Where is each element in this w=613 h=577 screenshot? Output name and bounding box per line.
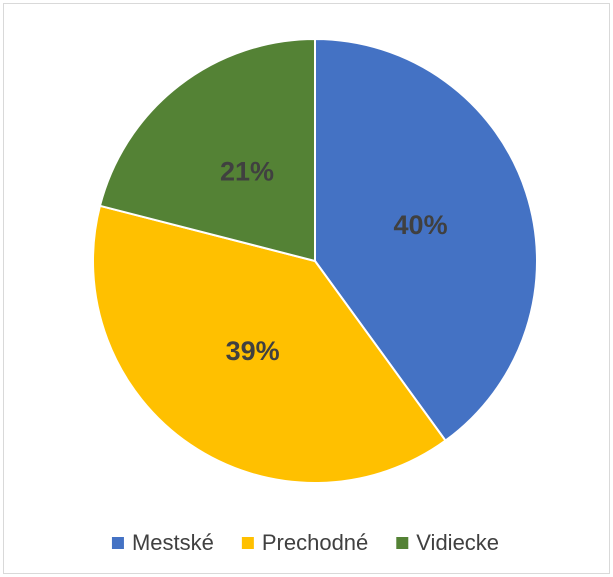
data-label: 39% xyxy=(226,336,280,366)
pie-slice xyxy=(92,204,447,484)
legend-swatch xyxy=(241,537,254,549)
data-label: 21% xyxy=(220,156,274,186)
pie-slice xyxy=(98,37,316,263)
legend-label: Mestské xyxy=(132,530,214,555)
legend-swatch xyxy=(111,537,124,549)
legend-label: Prechodné xyxy=(262,530,368,555)
data-label: 40% xyxy=(394,210,448,240)
pie-slice xyxy=(314,37,538,442)
legend-label: Vidiecke xyxy=(416,530,499,555)
legend-swatch xyxy=(396,537,409,549)
